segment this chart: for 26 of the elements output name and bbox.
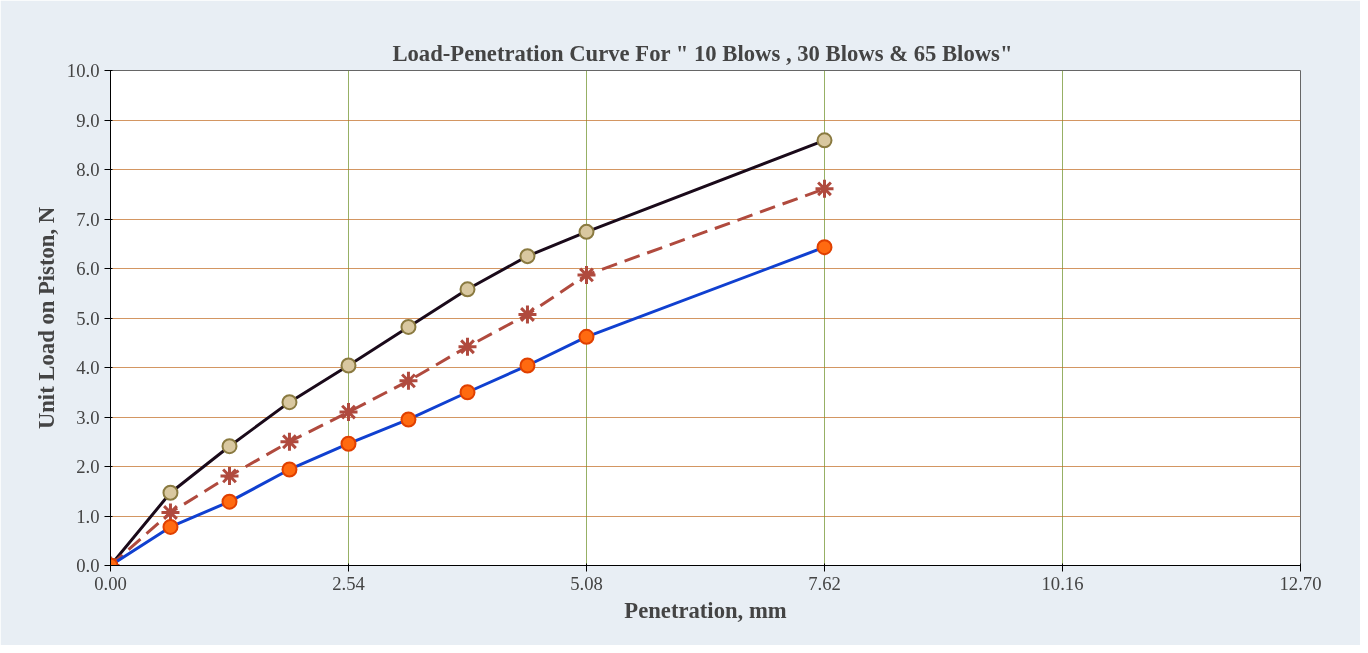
point <box>278 431 300 453</box>
x-tick-label: 5.08 <box>570 572 603 594</box>
point <box>576 264 597 286</box>
y-tick-label: 2.0 <box>76 456 100 477</box>
point <box>814 178 835 200</box>
y-tick-label: 1.0 <box>76 505 100 527</box>
y-axis-title: Unit Load on Piston, N <box>33 206 59 430</box>
x-tick-label: 7.62 <box>808 572 841 594</box>
y-tick-label: 4.0 <box>76 357 100 378</box>
y-tick-label: 7.0 <box>76 208 100 230</box>
y-tick-label: 8.0 <box>76 159 100 180</box>
point <box>338 401 359 423</box>
x-axis-title: Penetration, mm <box>624 597 787 623</box>
y-tick-label: 6.0 <box>76 258 100 279</box>
x-tick-label: 12.70 <box>1279 572 1322 594</box>
y-tick-label: 9.0 <box>76 109 100 131</box>
y-tick-label: 5.0 <box>76 307 100 329</box>
x-tick-label: 2.54 <box>332 572 366 594</box>
y-tick-label: 3.0 <box>76 406 100 428</box>
point <box>516 304 538 326</box>
point <box>219 465 240 487</box>
point <box>397 370 419 392</box>
x-tick-label: 10.16 <box>1041 572 1084 594</box>
chart-title: Load-Penetration Curve For " 10 Blows , 30 Blows & 65 Blows" <box>392 40 1013 66</box>
y-tick-label: 10.0 <box>66 60 100 81</box>
point <box>457 336 478 358</box>
